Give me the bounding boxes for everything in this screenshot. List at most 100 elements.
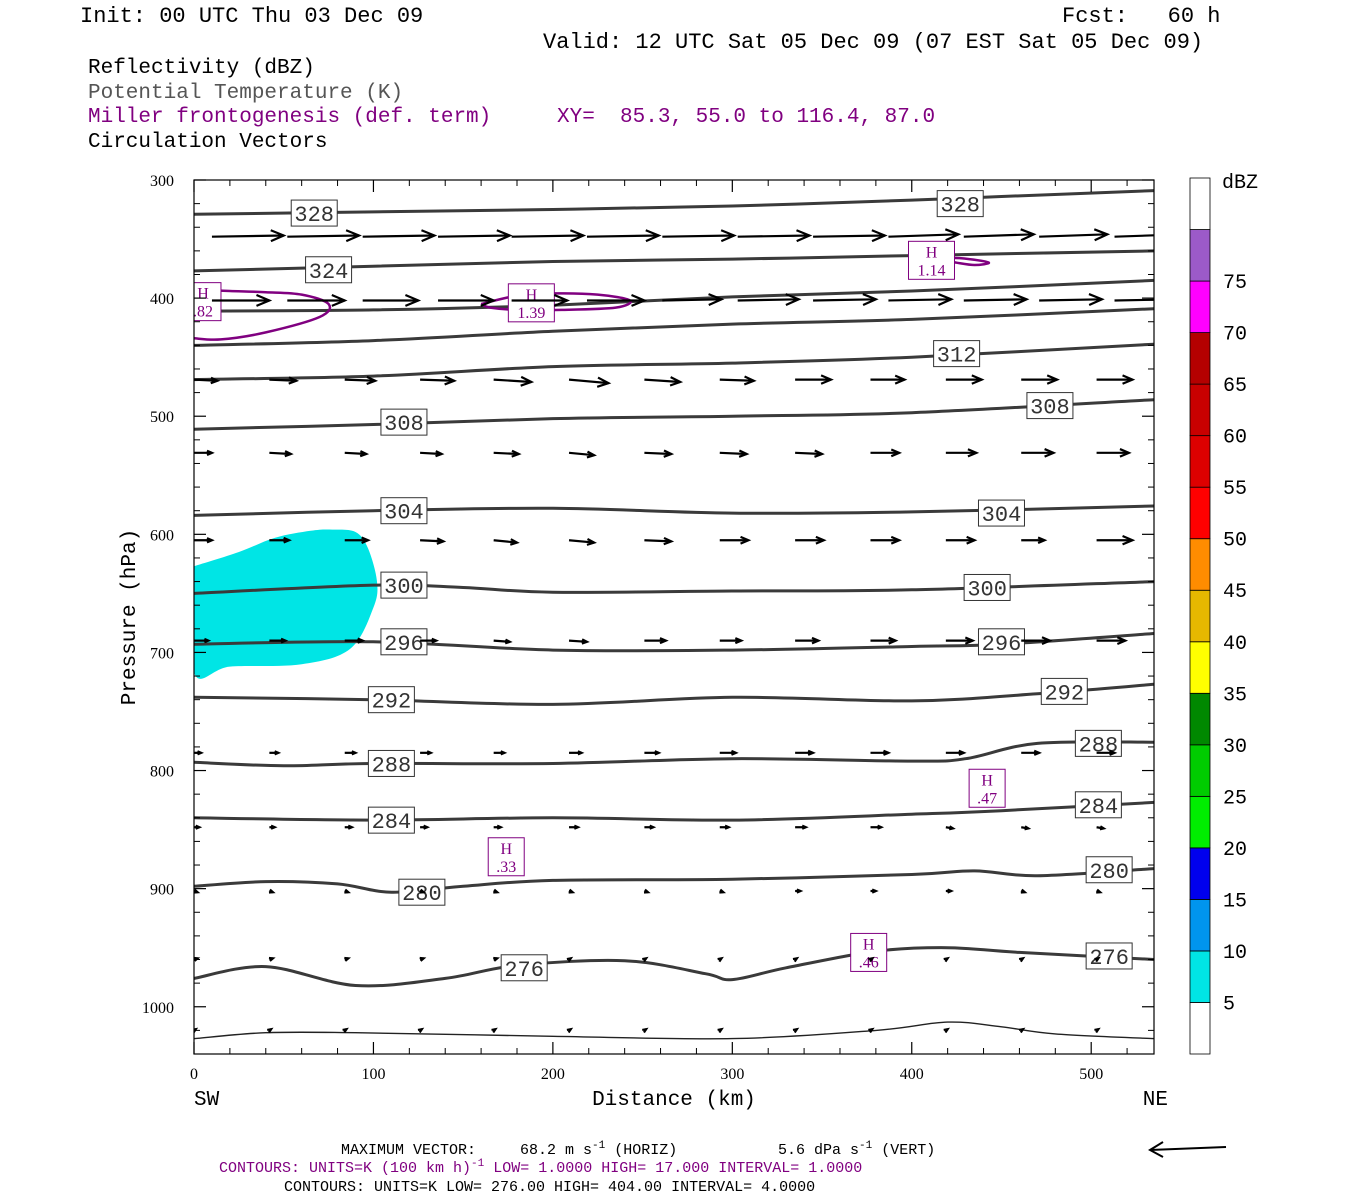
circulation-vector (719, 888, 727, 894)
colorbar-label: 5 (1223, 993, 1235, 1016)
colorbar-label: 70 (1223, 324, 1247, 347)
frontogenesis-max-box-1 (194, 282, 222, 322)
circulation-vector (1114, 234, 1154, 238)
circulation-vector (1021, 536, 1048, 544)
theta-label-box-284 (1074, 791, 1122, 819)
circulation-vector (438, 294, 497, 307)
theta-contour-272 (194, 1021, 1154, 1040)
circulation-vector (870, 374, 908, 385)
y-tick-label: 800 (150, 764, 174, 781)
circulation-vector (269, 824, 278, 830)
circulation-vector (945, 825, 956, 831)
theta-label-box-292 (367, 686, 415, 714)
theta-label-box-312 (933, 340, 981, 368)
circulation-vector (269, 536, 292, 544)
circulation-vector (344, 888, 352, 894)
frontogenesis-max-box-6 (850, 932, 888, 972)
circulation-vector (792, 956, 800, 963)
circulation-vector (945, 448, 980, 458)
theta-contour-276 (194, 946, 1154, 988)
circulation-vector (870, 749, 892, 756)
circulation-vector (644, 637, 669, 645)
y-tick-label: 1000 (142, 1000, 174, 1017)
circulation-vector (644, 376, 684, 387)
theta-contour-280 (194, 867, 1154, 894)
circulation-vector (795, 824, 809, 830)
colorbar-cell (1189, 692, 1211, 746)
colorbar-cell (1189, 899, 1211, 952)
valid-time: Valid: 12 UTC Sat 05 Dec 09 (07 EST Sat … (543, 30, 1204, 55)
circulation-vector (1096, 374, 1136, 385)
legend-frontogenesis: Miller frontogenesis (def. term) (88, 106, 492, 129)
circulation-vector (566, 956, 574, 963)
circulation-vector (662, 293, 725, 307)
theta-label-box-328 (290, 199, 338, 227)
frontogenesis-max-letter-4: H (981, 772, 993, 789)
theta-label-276: 276 (504, 958, 544, 983)
circulation-vector (1096, 749, 1118, 756)
colorbar-label: 45 (1223, 581, 1247, 604)
circulation-vector (868, 956, 875, 963)
theta-label-box-304 (380, 497, 428, 525)
circulation-vector (362, 229, 438, 243)
theta-label-box-304 (977, 499, 1025, 527)
theta-contour-308 (194, 398, 1154, 431)
theta-label-284: 284 (372, 810, 412, 835)
circulation-vector (795, 636, 822, 645)
colorbar-cell (1189, 177, 1211, 230)
theta-label-292: 292 (372, 690, 412, 715)
theta-label-292: 292 (1044, 681, 1084, 706)
reflectivity-5dbz-area (194, 529, 378, 679)
y-tick-label: 400 (150, 291, 174, 308)
circulation-vector (493, 888, 500, 894)
forecast-hour: Fcst: 60 h (1062, 4, 1221, 29)
theta-label-box-300 (380, 571, 428, 599)
theta-label-300: 300 (967, 577, 1007, 602)
theta-label-box-300 (963, 573, 1011, 601)
x-tick-label: 100 (361, 1066, 385, 1083)
circulation-vector (795, 888, 804, 894)
circulation-vector (870, 448, 903, 458)
circulation-vector (344, 956, 352, 962)
theta-label-box-296 (977, 628, 1025, 656)
legend-reflectivity: Reflectivity (dBZ) (88, 57, 315, 80)
frontogenesis-max-box-3 (907, 240, 955, 280)
max-horiz: 68.2 m s-1 (HORIZ) (520, 1140, 677, 1159)
frontogenesis-contour-1 (194, 288, 332, 341)
frontogenesis-max-letter-5: H (500, 841, 512, 858)
circulation-vector (945, 749, 967, 756)
colorbar-cell (1189, 744, 1211, 797)
theta-label-304: 304 (384, 501, 424, 526)
circulation-vector (1039, 228, 1111, 242)
circulation-vector (269, 450, 294, 458)
circulation-vector (963, 228, 1037, 242)
colorbar-cell (1189, 795, 1211, 849)
circulation-vector (194, 824, 203, 830)
colorbar-cell (1189, 538, 1211, 591)
circulation-vector (194, 637, 212, 644)
colorbar-title: dBZ (1222, 172, 1258, 195)
frontogenesis-max-value-6: .46 (859, 954, 879, 971)
colorbar-label: 15 (1223, 890, 1247, 913)
plot-frame (193, 179, 1155, 1055)
circulation-vector (419, 956, 427, 962)
theta-label-box-324 (305, 256, 353, 284)
theta-label-box-280 (1085, 856, 1133, 884)
y-tick-label: 300 (150, 173, 174, 190)
circulation-vector (420, 824, 431, 830)
circulation-vector (943, 956, 951, 963)
circulation-vector (888, 293, 955, 306)
theta-label-box-328 (936, 190, 984, 218)
circulation-vector (269, 376, 300, 385)
circulation-vector (194, 376, 221, 385)
circulation-vector (1018, 1027, 1026, 1034)
circulation-vector (511, 229, 587, 243)
colorbar-cell (1189, 229, 1211, 282)
x-tick-label: 300 (720, 1066, 744, 1083)
circulation-vector (344, 824, 355, 830)
circulation-vector (644, 750, 662, 756)
theta-label-box-308 (1026, 392, 1074, 420)
circulation-vector (1096, 535, 1136, 546)
circulation-vector (211, 294, 273, 307)
x-end-label-right: NE (1143, 1089, 1168, 1112)
